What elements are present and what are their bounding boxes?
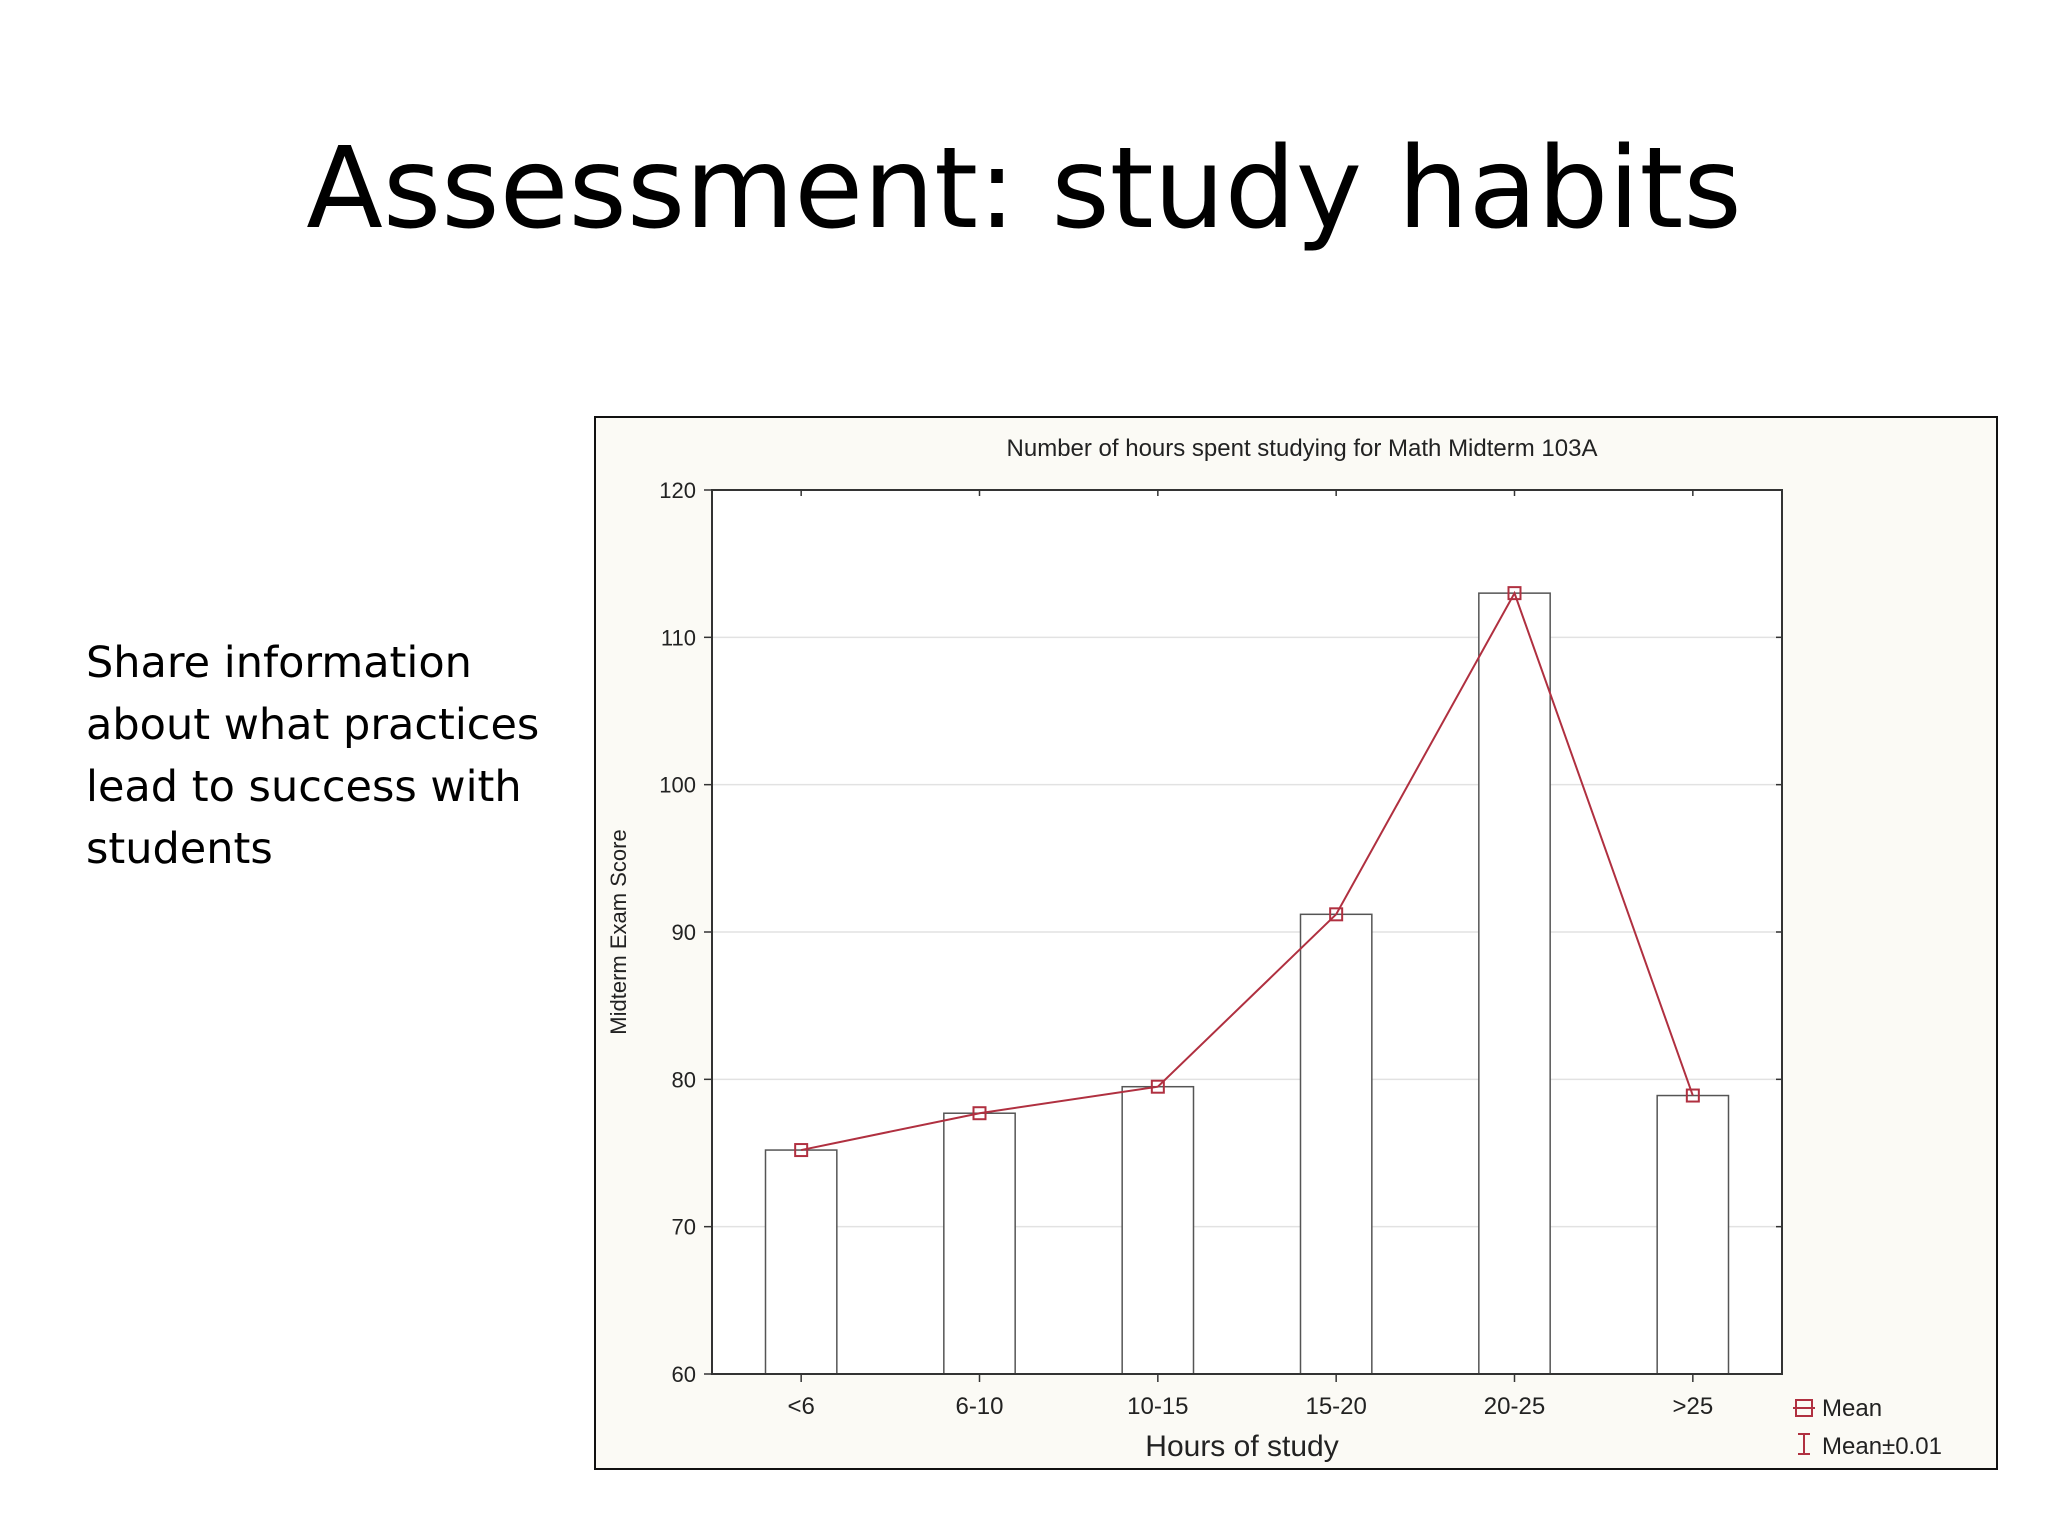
mean-point xyxy=(794,1143,809,1158)
slide-title: Assessment: study habits xyxy=(306,124,1742,254)
x-tick-label: 10-15 xyxy=(1127,1393,1188,1420)
mean-line-series xyxy=(794,586,1700,1158)
mean-point xyxy=(1685,1088,1700,1103)
x-tick-label: 15-20 xyxy=(1305,1393,1366,1420)
y-tick-label: 90 xyxy=(672,920,696,945)
axes: 60 70 80 90 100 110 120 <6 6-10 10-15 15-20 20-25 >2… xyxy=(659,478,1783,1420)
chart-legend: Mean Mean±0.01 xyxy=(1793,1395,1942,1460)
mean-point xyxy=(1507,586,1522,601)
chart-title: Number of hours spent studying for Math … xyxy=(1007,435,1598,462)
y-tick-label: 60 xyxy=(672,1362,696,1387)
bar-<6 xyxy=(764,1149,838,1375)
mean-point xyxy=(1150,1079,1165,1094)
y-axis-label: Midterm Exam Score xyxy=(606,829,631,1034)
legend-label-mean-err: Mean±0.01 xyxy=(1822,1433,1942,1460)
x-tick-label: >25 xyxy=(1672,1393,1713,1420)
x-tick-label: 6-10 xyxy=(955,1393,1003,1420)
y-tick-label: 100 xyxy=(659,773,696,798)
chart-frame: Number of hours spent studying for Math … xyxy=(594,416,1998,1470)
mean-line xyxy=(800,590,1694,1152)
study-hours-chart: Number of hours spent studying for Math … xyxy=(606,435,1942,1463)
bar->25 xyxy=(1656,1094,1730,1375)
y-tick-label: 110 xyxy=(661,625,696,650)
x-axis-label: Hours of study xyxy=(1145,1430,1338,1463)
x-tick-label: 20-25 xyxy=(1484,1393,1545,1420)
y-tick-label: 70 xyxy=(672,1215,696,1240)
grid-lines xyxy=(712,489,1782,1375)
y-tick-label: 120 xyxy=(659,478,696,503)
mean-point xyxy=(972,1106,987,1121)
legend-label-mean: Mean xyxy=(1822,1395,1882,1422)
x-tick-label: <6 xyxy=(787,1393,814,1420)
slide-body-text: Share information about what practices l… xyxy=(86,638,540,874)
bar-20-25 xyxy=(1478,592,1551,1375)
y-tick-label: 80 xyxy=(672,1067,696,1092)
plot-border xyxy=(711,489,1783,1375)
bar-10-15 xyxy=(1121,1085,1195,1375)
bar-15-20 xyxy=(1299,913,1373,1375)
bar-6-10 xyxy=(943,1112,1016,1375)
mean-point xyxy=(1329,907,1344,922)
